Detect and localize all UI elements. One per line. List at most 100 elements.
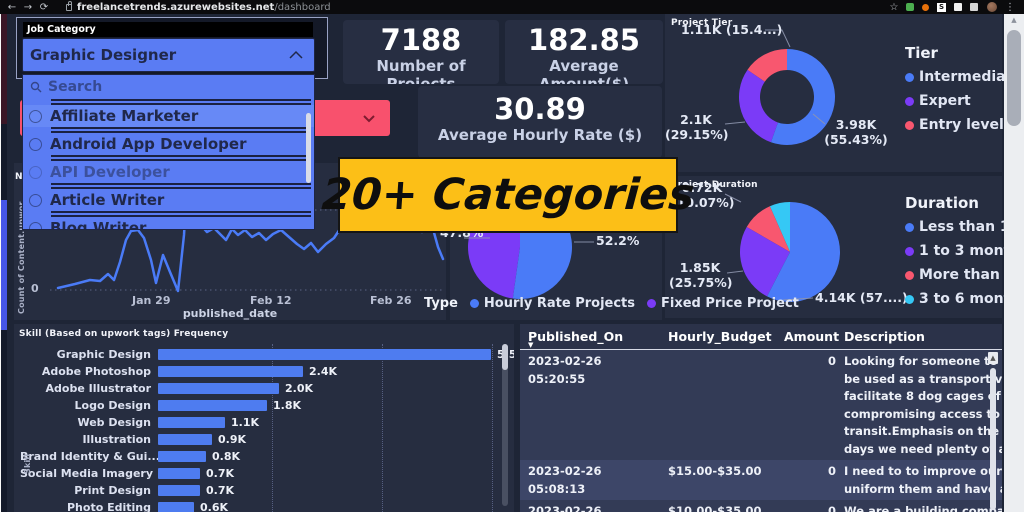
dropdown-scrollbar[interactable] bbox=[306, 113, 311, 183]
bar[interactable] bbox=[158, 502, 194, 512]
dropdown-option-article-writer[interactable]: Article Writer bbox=[23, 189, 314, 211]
scrollbar-thumb[interactable] bbox=[1007, 30, 1021, 126]
bookmark-star-icon[interactable]: ☆ bbox=[889, 1, 899, 13]
legend-item-entry-level[interactable]: Entry level bbox=[905, 117, 1022, 133]
extension-icon-orange[interactable] bbox=[922, 3, 929, 11]
bar[interactable] bbox=[158, 468, 200, 479]
legend-item-3-to-6-months[interactable]: 3 to 6 months bbox=[905, 291, 1024, 307]
extension-icon-s[interactable]: S bbox=[937, 2, 946, 12]
x-axis-title: published_date bbox=[182, 307, 278, 320]
legend-title: Duration bbox=[905, 194, 979, 212]
pie-callout: (10.07%) bbox=[671, 195, 735, 210]
option-separator bbox=[51, 155, 311, 161]
profile-avatar[interactable] bbox=[987, 2, 997, 12]
description-line: We are a building company th bbox=[844, 504, 1002, 512]
legend-item-hourly-rate-projects[interactable]: Hourly Rate Projects bbox=[469, 296, 635, 311]
legend-dot-icon bbox=[647, 299, 656, 308]
bar-row-photo-editing: Photo Editing 0.6K bbox=[20, 499, 500, 512]
bar-row-brand-identity-gui: Brand Identity & Gui... 0.8K bbox=[20, 448, 500, 465]
pie-callout: 52.2% bbox=[596, 233, 640, 248]
bar[interactable] bbox=[158, 485, 200, 496]
dropdown-option-api-developer[interactable]: API Developer bbox=[23, 161, 314, 183]
callout-line bbox=[726, 270, 744, 274]
cell-published-on: 2023-02-26 05:07:26 bbox=[528, 504, 602, 512]
back-icon[interactable]: ← bbox=[7, 1, 17, 13]
description-line: facilitate 8 dog cages of equal bbox=[844, 389, 1002, 403]
pie-slice-more-than-6[interactable] bbox=[746, 206, 790, 252]
col-hourly-budget[interactable]: Hourly_Budget bbox=[668, 329, 772, 344]
pie-slice-expert[interactable] bbox=[739, 69, 778, 143]
skill-bar-title: Skill (Based on upwork tags) Frequency bbox=[19, 329, 229, 339]
legend-label: Hourly Rate Projects bbox=[483, 296, 635, 311]
bar[interactable] bbox=[158, 383, 279, 394]
table-row[interactable]: 2023-02-26 05:20:55 0 Looking for someone … bbox=[520, 350, 1002, 460]
chevron-down-icon bbox=[363, 115, 375, 123]
bar[interactable] bbox=[158, 349, 491, 360]
legend-item-1-to-3-months[interactable]: 1 to 3 months bbox=[905, 243, 1024, 259]
cell-description: I need to to improve our logos uniform th… bbox=[844, 463, 1002, 500]
sort-descending-icon[interactable]: ▼ bbox=[528, 341, 534, 349]
legend-item-intermediate[interactable]: Intermediate bbox=[905, 69, 1022, 85]
extension-icon-puzzle[interactable] bbox=[954, 3, 962, 11]
table-scrollbar-up-icon[interactable]: ▲ bbox=[988, 352, 998, 364]
description-line: transit.Emphasis on the design bbox=[844, 424, 1002, 438]
legend-item-fixed-price-project[interactable]: Fixed Price Project bbox=[647, 296, 799, 311]
page-scrollbar[interactable]: ▲ bbox=[1004, 14, 1024, 512]
extension-icon-square[interactable] bbox=[970, 3, 978, 11]
dropdown-selected-value[interactable]: Graphic Designer bbox=[22, 38, 315, 72]
bar[interactable] bbox=[158, 417, 225, 428]
pie-slice-1-to-3-months[interactable] bbox=[740, 226, 790, 297]
url-host: freelancetrends.azurewebsites.net bbox=[77, 1, 275, 13]
address-bar[interactable]: freelancetrends.azurewebsites.net/dashbo… bbox=[77, 2, 331, 13]
table-row[interactable]: 2023-02-26 05:07:26 $10.00-$35.00 0 We are … bbox=[520, 500, 1002, 512]
bar[interactable] bbox=[158, 434, 212, 445]
legend-item-more-than-6[interactable]: More than 6... bbox=[905, 267, 1024, 283]
padlock-icon bbox=[66, 0, 72, 11]
forward-icon[interactable]: → bbox=[23, 1, 33, 13]
y-tick-zero: 0 bbox=[31, 282, 39, 295]
extension-icon-green[interactable] bbox=[906, 3, 914, 11]
col-description[interactable]: Description bbox=[844, 329, 925, 344]
pie-slice-entry-level[interactable] bbox=[747, 49, 787, 82]
bar[interactable] bbox=[158, 366, 303, 377]
scrollbar-thumb[interactable] bbox=[502, 344, 508, 370]
bar-category-label: Graphic Design bbox=[56, 348, 151, 361]
x-tick: Jan 29 bbox=[132, 294, 171, 307]
bar-row-logo-design: Logo Design 1.8K bbox=[20, 397, 500, 414]
legend-label: 1 to 3 months bbox=[919, 243, 1024, 259]
callout-line bbox=[724, 193, 742, 203]
table-row[interactable]: 2023-02-26 05:08:13 $15.00-$35.00 0 I need … bbox=[520, 460, 1002, 500]
pie-slice-less-than-1[interactable] bbox=[767, 202, 840, 302]
dropdown-option-blog-writer[interactable]: Blog Writer bbox=[23, 217, 314, 229]
cell-published-on: 2023-02-26 05:08:13 bbox=[528, 464, 602, 496]
table-scrollbar[interactable] bbox=[990, 368, 996, 510]
dropdown-option-android-app-developer[interactable]: Android App Developer bbox=[23, 133, 314, 155]
dropdown-option-affiliate-marketer[interactable]: Affiliate Marketer bbox=[23, 105, 314, 127]
table-panel: Published_On Hourly_Budget Amount Descri… bbox=[520, 324, 1002, 512]
legend-label: Intermediate bbox=[919, 69, 1022, 85]
scrollbar-up-icon[interactable]: ▲ bbox=[1011, 16, 1017, 24]
bar[interactable] bbox=[158, 400, 267, 411]
kpi-value: 182.85 bbox=[528, 23, 640, 57]
option-separator bbox=[51, 127, 311, 133]
col-published-on[interactable]: Published_On bbox=[528, 329, 624, 344]
page-left-edge bbox=[0, 14, 7, 512]
cell-hourly-budget bbox=[668, 353, 776, 460]
bar[interactable] bbox=[158, 451, 206, 462]
search-icon bbox=[30, 81, 42, 93]
browser-menu-dots-icon[interactable]: ⋮ bbox=[1005, 1, 1015, 13]
reload-icon[interactable]: ⟳ bbox=[39, 1, 49, 13]
description-line: be used as a transport vehicle bbox=[844, 371, 1002, 386]
legend-label: Expert bbox=[919, 93, 971, 109]
table-header: Published_On Hourly_Budget Amount Descri… bbox=[520, 324, 1002, 350]
dropdown-search[interactable]: Search bbox=[23, 75, 314, 99]
legend-item-expert[interactable]: Expert bbox=[905, 93, 1022, 109]
legend-item-less-than-1[interactable]: Less than 1 ... bbox=[905, 219, 1024, 235]
pie-slice-3-to-6-months[interactable] bbox=[769, 202, 790, 252]
col-amount[interactable]: Amount bbox=[784, 329, 840, 344]
bar-panel-scrollbar[interactable] bbox=[502, 344, 508, 506]
description-line: uniform them and have a much bbox=[844, 481, 1002, 496]
pie-slice-intermediate[interactable] bbox=[770, 49, 835, 145]
pie-callout: (25.75%) bbox=[669, 275, 733, 290]
